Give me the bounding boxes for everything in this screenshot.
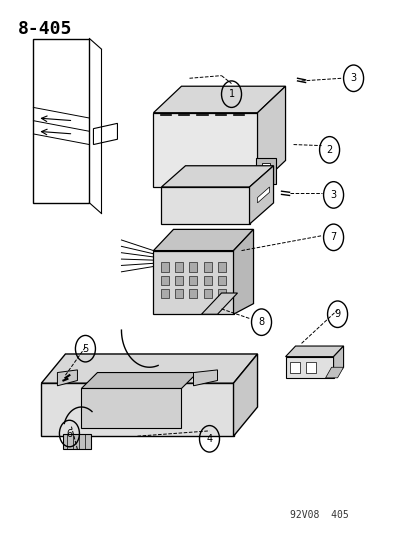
Polygon shape xyxy=(81,373,197,389)
FancyBboxPatch shape xyxy=(286,357,334,378)
Text: 3: 3 xyxy=(351,73,357,83)
Polygon shape xyxy=(233,229,253,314)
Bar xyxy=(162,289,170,298)
Polygon shape xyxy=(154,86,286,113)
Text: 5: 5 xyxy=(82,344,89,354)
Text: 4: 4 xyxy=(206,434,212,444)
Bar xyxy=(175,289,183,298)
FancyBboxPatch shape xyxy=(162,187,249,224)
Polygon shape xyxy=(249,166,274,224)
Text: 6: 6 xyxy=(66,429,73,439)
FancyBboxPatch shape xyxy=(42,383,233,436)
Text: 2: 2 xyxy=(326,145,333,155)
FancyBboxPatch shape xyxy=(154,251,233,314)
Bar xyxy=(218,289,226,298)
Polygon shape xyxy=(334,346,344,378)
Bar xyxy=(289,362,299,373)
Bar xyxy=(189,262,197,272)
Bar xyxy=(189,289,197,298)
Bar xyxy=(204,276,212,285)
Text: 3: 3 xyxy=(330,190,337,200)
Polygon shape xyxy=(258,187,270,203)
Bar xyxy=(204,262,212,272)
Text: 8-405: 8-405 xyxy=(17,20,72,38)
Bar xyxy=(162,276,170,285)
Polygon shape xyxy=(42,354,258,383)
Bar xyxy=(189,276,197,285)
FancyBboxPatch shape xyxy=(63,433,91,449)
Text: 1: 1 xyxy=(229,89,235,99)
Text: 9: 9 xyxy=(334,309,341,319)
Polygon shape xyxy=(193,370,218,386)
Text: 92V08  405: 92V08 405 xyxy=(289,510,348,520)
Bar xyxy=(175,276,183,285)
FancyBboxPatch shape xyxy=(154,113,258,187)
Polygon shape xyxy=(326,367,344,378)
Bar xyxy=(162,262,170,272)
Bar xyxy=(218,262,226,272)
Text: 7: 7 xyxy=(330,232,337,243)
Text: 8: 8 xyxy=(258,317,265,327)
FancyBboxPatch shape xyxy=(81,389,181,428)
Polygon shape xyxy=(258,86,286,187)
Polygon shape xyxy=(202,293,237,314)
Bar xyxy=(305,362,316,373)
Polygon shape xyxy=(162,166,274,187)
Bar xyxy=(218,276,226,285)
Polygon shape xyxy=(233,354,258,436)
Bar xyxy=(204,289,212,298)
FancyBboxPatch shape xyxy=(256,158,276,184)
Polygon shape xyxy=(154,229,253,251)
Polygon shape xyxy=(262,163,270,174)
Bar xyxy=(175,262,183,272)
Polygon shape xyxy=(57,370,77,386)
Polygon shape xyxy=(286,346,344,357)
